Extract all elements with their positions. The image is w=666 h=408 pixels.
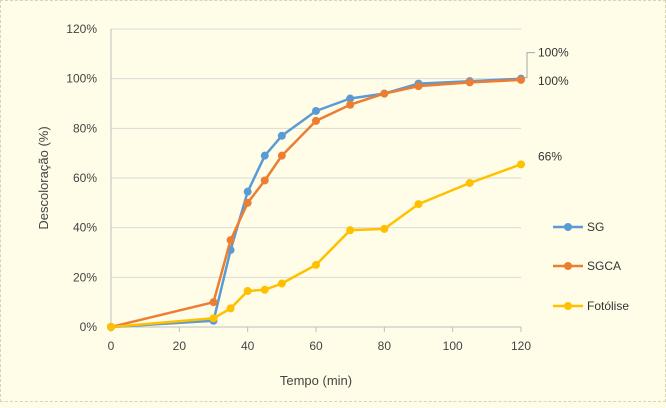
data-point <box>243 198 252 207</box>
sg-leader-line <box>523 52 535 79</box>
x-axis-title: Tempo (min) <box>280 373 352 388</box>
data-point <box>260 176 269 185</box>
legend-item-fotólise: Fotólise <box>553 299 629 313</box>
legend-label: SGCA <box>587 259 621 273</box>
data-point <box>277 151 286 160</box>
y-tick-label: 80% <box>73 121 97 135</box>
data-point <box>346 94 355 103</box>
data-point <box>380 89 389 98</box>
x-tick-label: 40 <box>241 339 255 353</box>
data-point <box>465 78 474 87</box>
data-point <box>243 187 252 196</box>
series-group <box>107 74 525 331</box>
y-tick-label: 60% <box>73 171 97 185</box>
y-axis-title: Descoloração (%) <box>36 126 51 229</box>
x-tick-label: 100 <box>443 339 463 353</box>
series-sg <box>107 74 525 331</box>
data-point <box>277 131 286 140</box>
fotolise-end-label: 66% <box>538 149 562 163</box>
series-fotólise <box>107 160 525 331</box>
data-point <box>226 304 235 313</box>
data-point <box>260 151 269 160</box>
data-point <box>243 286 252 295</box>
legend-label: SG <box>587 220 604 234</box>
legend: SG SGCA Fotólise <box>553 220 629 313</box>
y-tick-labels: 0% 20% 40% 60% 80% 100% 120% <box>66 22 97 334</box>
data-point <box>414 200 423 209</box>
y-tick-label: 120% <box>66 22 97 36</box>
data-point <box>380 224 389 233</box>
x-tick-label: 120 <box>511 339 531 353</box>
data-point <box>517 75 525 84</box>
legend-swatch-marker <box>564 223 572 231</box>
data-point <box>260 285 269 294</box>
sgca-end-label: 100% <box>538 74 569 88</box>
x-tick-label: 60 <box>309 339 323 353</box>
end-labels: 100% 100% 66% <box>523 46 569 163</box>
data-point <box>277 279 286 288</box>
y-tick-label: 40% <box>73 221 97 235</box>
series-line <box>110 77 522 329</box>
legend-item-sgca: SGCA <box>553 259 621 273</box>
data-point <box>312 106 320 115</box>
y-tick-label: 100% <box>66 72 97 86</box>
legend-swatch-marker <box>564 302 572 310</box>
data-point <box>414 82 423 91</box>
sg-end-label: 100% <box>538 46 569 60</box>
legend-swatch-marker <box>564 262 572 270</box>
gridlines <box>111 28 521 278</box>
data-point <box>312 260 320 269</box>
x-tick-label: 80 <box>378 339 392 353</box>
data-point <box>465 178 474 187</box>
y-tick-label: 0% <box>80 320 98 334</box>
data-point <box>226 236 235 245</box>
legend-item-sg: SG <box>553 220 604 234</box>
data-point <box>312 116 320 125</box>
data-point <box>346 226 355 235</box>
x-tick-labels: 0 20 40 60 80 100 120 <box>108 339 532 353</box>
legend-label: Fotólise <box>587 299 629 313</box>
x-tick-label: 0 <box>108 339 115 353</box>
x-tick-label: 20 <box>173 339 187 353</box>
y-tick-label: 20% <box>73 270 97 284</box>
data-point <box>517 160 525 169</box>
series-line <box>110 78 522 329</box>
data-point <box>209 314 218 323</box>
data-point <box>346 100 355 109</box>
series-line <box>110 163 522 329</box>
data-point <box>209 298 218 307</box>
data-point <box>107 323 115 331</box>
axes <box>110 29 522 332</box>
